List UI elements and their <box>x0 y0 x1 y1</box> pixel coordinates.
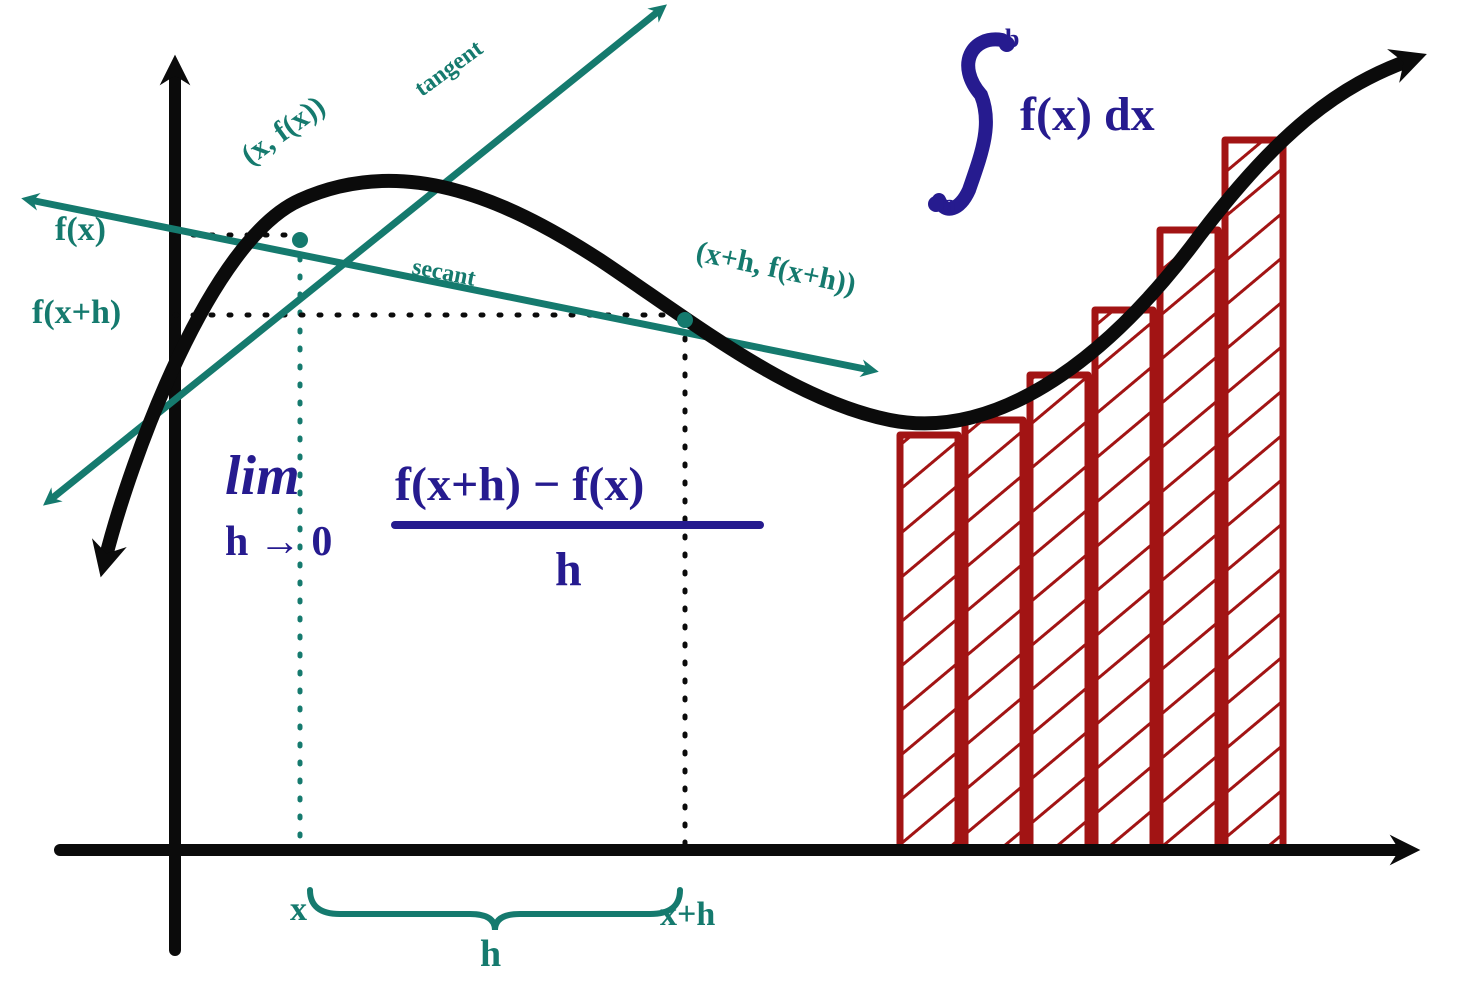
riemann-bars <box>900 140 1283 850</box>
label-fx_y: f(x) <box>55 211 106 249</box>
label-frac_num: f(x+h) − f(x) <box>395 457 644 512</box>
integral-sign <box>939 39 1002 208</box>
riemann-bar <box>1160 230 1218 850</box>
riemann-bar <box>1225 140 1283 850</box>
point-x-plus-h <box>677 312 693 328</box>
point-x <box>292 232 308 248</box>
label-lim: lim <box>225 444 300 508</box>
label-fxh_y: f(x+h) <box>32 294 121 332</box>
label-h_lbl: h <box>480 932 501 976</box>
label-xh_lbl: x+h <box>660 896 715 934</box>
riemann-bar <box>900 435 958 850</box>
riemann-bar <box>965 420 1023 850</box>
riemann-bar <box>1030 375 1088 850</box>
integral-bottom-dot <box>928 196 944 212</box>
label-integral_b: b <box>1005 24 1019 54</box>
h-brace <box>310 890 680 930</box>
calculus-diagram <box>0 0 1462 992</box>
label-integral_a: a <box>943 189 956 219</box>
label-x_lbl: x <box>290 891 307 929</box>
label-integral_fx: f(x) dx <box>1020 87 1155 142</box>
label-lim_sub: h → 0 <box>225 518 332 566</box>
riemann-bar <box>1095 310 1153 850</box>
label-frac_den: h <box>555 542 582 597</box>
